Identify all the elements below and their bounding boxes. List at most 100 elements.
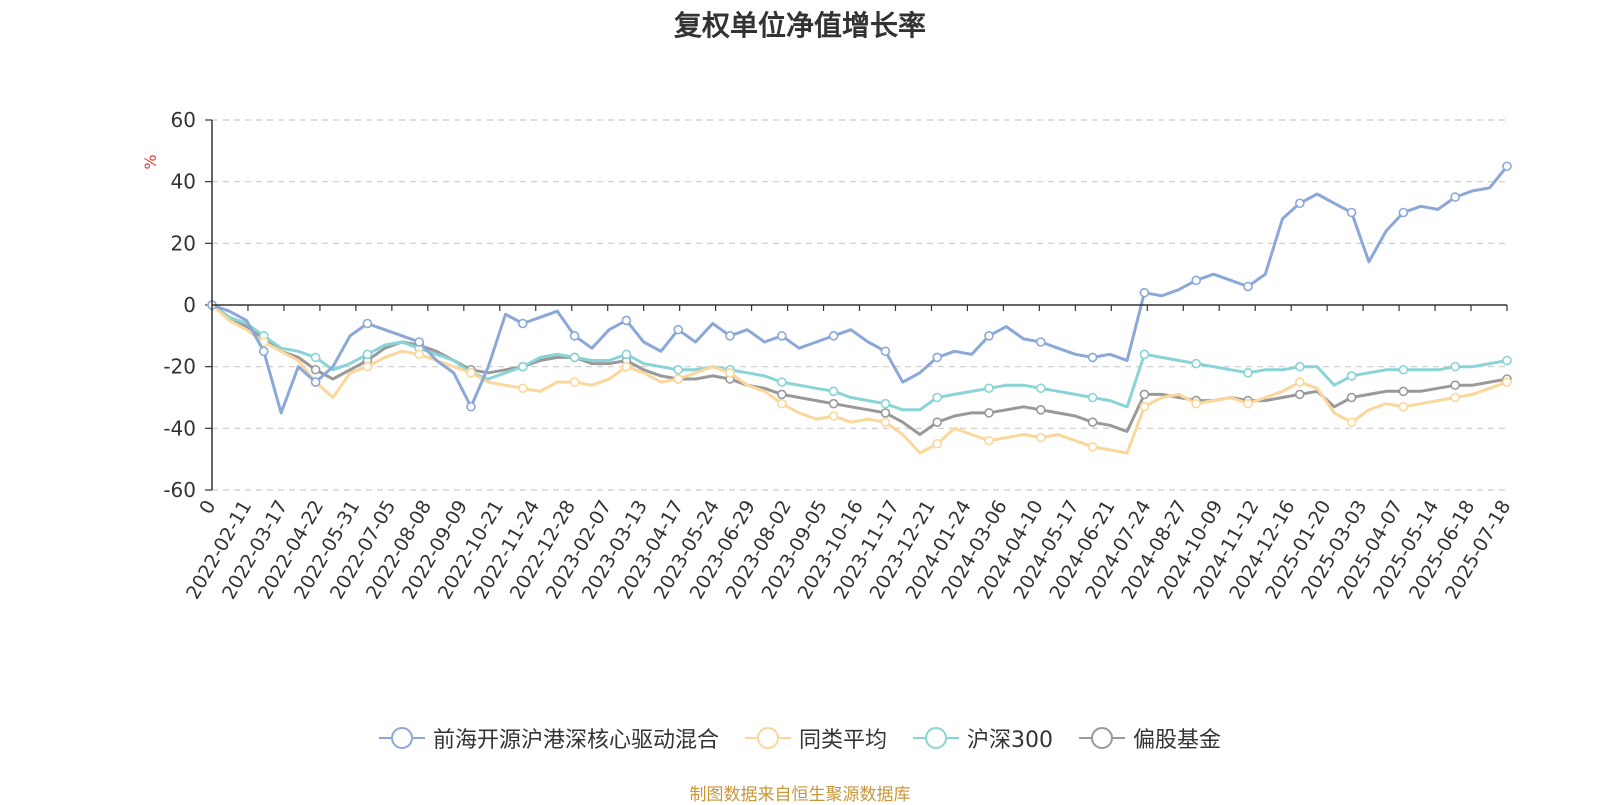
- legend-item[interactable]: 同类平均: [744, 722, 887, 754]
- data-point: [932, 352, 943, 363]
- data-point: [362, 349, 373, 360]
- data-point: [1139, 287, 1150, 298]
- data-point: [1139, 401, 1150, 412]
- data-point: [621, 315, 632, 326]
- data-point: [1346, 371, 1357, 381]
- legend-label: 前海开源沪港深核心驱动混合: [432, 728, 719, 753]
- y-tick-label: -40: [163, 416, 196, 440]
- data-point: [414, 349, 425, 360]
- data-point: [1036, 432, 1046, 443]
- data-point: [1295, 377, 1305, 387]
- data-point: [932, 392, 943, 403]
- data-point: [1087, 392, 1098, 403]
- data-point: [569, 377, 580, 387]
- series-0: [207, 161, 1512, 415]
- data-point: [621, 361, 632, 372]
- data-point: [776, 377, 787, 387]
- data-point: [1087, 352, 1098, 363]
- x-tick-label: 0: [195, 497, 220, 518]
- legend: 前海开源沪港深核心驱动混合 同类平均 沪深300 偏股基金: [0, 722, 1600, 754]
- y-axis-label: %: [141, 154, 160, 169]
- data-point: [1036, 383, 1046, 394]
- data-point: [1243, 398, 1253, 409]
- grid-lines: [212, 119, 1507, 491]
- data-point: [828, 398, 839, 409]
- legend-label: 同类平均: [798, 728, 887, 753]
- data-point: [984, 435, 994, 446]
- data-point: [1036, 405, 1046, 415]
- data-point: [1398, 207, 1409, 218]
- data-point: [310, 352, 321, 363]
- data-point: [1139, 389, 1150, 400]
- data-point: [1139, 349, 1150, 360]
- data-point: [517, 383, 528, 394]
- chart-title: 复权单位净值增长率: [673, 9, 926, 42]
- data-point: [828, 331, 839, 341]
- data-point: [828, 411, 839, 421]
- data-point: [1191, 358, 1201, 369]
- data-point: [466, 368, 476, 378]
- data-point: [984, 408, 994, 418]
- data-point: [1398, 386, 1409, 397]
- y-tick-label: -20: [163, 355, 196, 379]
- data-point: [1295, 361, 1305, 372]
- data-point: [673, 374, 684, 384]
- data-point: [362, 318, 373, 329]
- data-point: [258, 346, 269, 357]
- data-point: [310, 364, 321, 375]
- data-point: [1450, 192, 1460, 202]
- data-point: [725, 368, 735, 378]
- legend-item[interactable]: 沪深300: [913, 722, 1053, 754]
- data-point: [1295, 198, 1305, 209]
- series-line: [211, 303, 1508, 436]
- data-point: [776, 331, 787, 341]
- data-point: [1450, 380, 1460, 390]
- y-tick-label: 40: [171, 170, 196, 194]
- data-point: [414, 337, 425, 347]
- data-point: [828, 386, 839, 397]
- legend-marker-icon: [913, 727, 959, 749]
- data-point: [880, 417, 891, 427]
- y-tick-label: 0: [183, 293, 196, 317]
- legend-label: 偏股基金: [1133, 728, 1222, 753]
- y-tick-label: 20: [171, 231, 196, 255]
- data-point: [1191, 398, 1201, 409]
- data-point: [673, 364, 684, 375]
- series-1: [207, 300, 1512, 455]
- data-point: [776, 398, 787, 409]
- y-axis-ticks: 60 40 20 0 -20 -40 -60: [163, 108, 212, 502]
- series-line: [211, 165, 1509, 415]
- data-point: [1398, 401, 1409, 412]
- data-point: [310, 377, 321, 387]
- legend-item[interactable]: 偏股基金: [1079, 722, 1221, 754]
- data-point: [1502, 161, 1512, 172]
- legend-item[interactable]: 前海开源沪港深核心驱动混合: [378, 722, 719, 754]
- y-tick-label: 60: [171, 108, 196, 132]
- data-point: [1346, 392, 1357, 403]
- data-point: [1243, 368, 1253, 378]
- data-point: [517, 318, 528, 329]
- data-point: [569, 352, 580, 363]
- source-note: 制图数据来自恒生聚源数据库: [689, 785, 911, 805]
- legend-marker-icon: [378, 727, 425, 749]
- data-point: [932, 438, 943, 449]
- data-point: [1502, 377, 1512, 387]
- data-point: [725, 331, 735, 341]
- data-point: [984, 383, 994, 394]
- data-point: [1295, 389, 1305, 400]
- data-point: [569, 331, 580, 341]
- legend-label: 沪深300: [967, 728, 1053, 753]
- data-point: [1398, 364, 1409, 375]
- data-point: [1191, 275, 1201, 286]
- data-point: [1243, 281, 1253, 292]
- data-point: [466, 401, 476, 412]
- y-tick-label: -60: [163, 478, 196, 502]
- data-point: [1087, 442, 1098, 452]
- data-point: [776, 389, 787, 400]
- data-point: [880, 398, 891, 409]
- series-line: [211, 303, 1508, 412]
- data-point: [880, 408, 891, 418]
- data-point: [362, 361, 373, 372]
- legend-marker-icon: [744, 727, 791, 749]
